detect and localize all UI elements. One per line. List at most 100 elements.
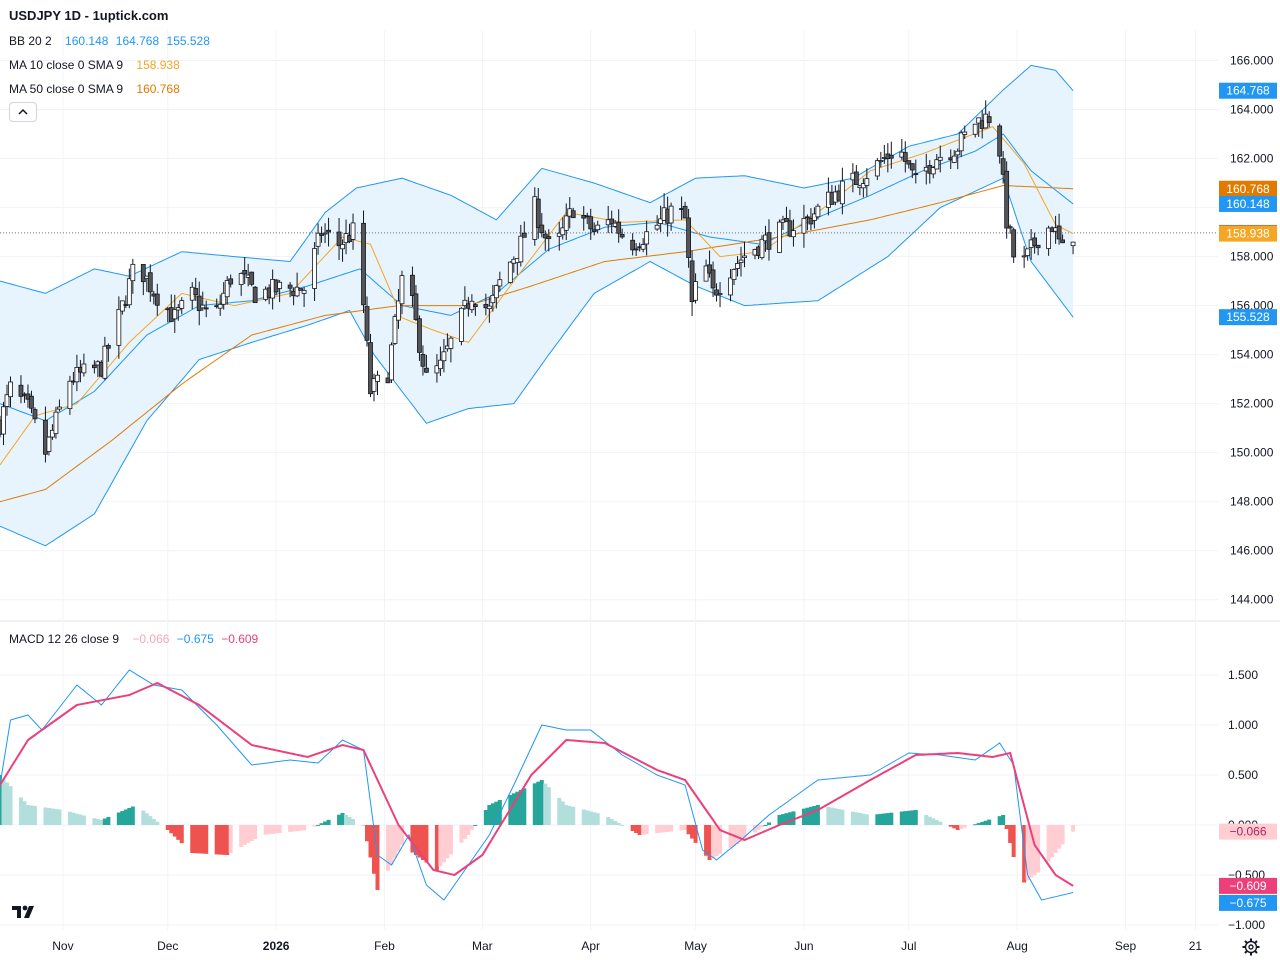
ma50-legend[interactable]: MA 50 close 0 SMA 9 160.768: [9, 82, 184, 96]
candle-body: [1046, 227, 1052, 249]
histogram-bar: [253, 825, 258, 839]
candle-body: [57, 406, 62, 410]
candle-body: [815, 205, 821, 218]
histogram-bar: [204, 825, 209, 854]
time-tick-label: Dec: [157, 939, 178, 953]
histogram-bar: [704, 825, 709, 856]
histogram-bar: [151, 818, 156, 825]
histogram-bar: [99, 820, 104, 825]
gear-icon[interactable]: [1242, 938, 1260, 956]
candle-body: [420, 354, 426, 367]
collapse-legend-button[interactable]: [9, 102, 37, 122]
candle-body: [588, 216, 594, 230]
candle-body: [864, 178, 870, 186]
tradingview-logo-icon[interactable]: [10, 898, 40, 924]
candle-body: [1004, 170, 1010, 229]
histogram-bar: [312, 825, 317, 827]
candle-body: [497, 279, 503, 287]
macd-tick-label: −1.000: [1228, 918, 1265, 932]
price-badge: 158.938: [1219, 225, 1277, 242]
histogram-bar: [679, 825, 684, 831]
histogram-bar: [361, 825, 366, 826]
histogram-bar: [92, 818, 97, 825]
price-tick-label: 166.000: [1230, 54, 1274, 68]
histogram-bar: [913, 810, 918, 825]
candle-body: [319, 233, 324, 236]
histogram-bar: [473, 825, 478, 826]
histogram-bar: [165, 825, 170, 830]
histogram-bar: [141, 810, 146, 825]
histogram-bar: [665, 825, 670, 832]
candle-body: [312, 248, 317, 289]
candle-body: [203, 307, 209, 310]
histogram-bar: [973, 824, 978, 826]
histogram-bar: [53, 809, 58, 825]
histogram-bar: [564, 805, 569, 825]
histogram-bar: [344, 815, 349, 825]
candle-body: [1035, 244, 1041, 249]
histogram-bar: [424, 825, 429, 863]
histogram-bar: [1046, 825, 1051, 862]
macd-tick-label: 1.000: [1228, 718, 1258, 732]
histogram-bar: [1011, 825, 1016, 857]
histogram-bar: [18, 797, 23, 825]
histogram-bar: [962, 825, 967, 828]
candle-body: [930, 167, 936, 175]
histogram-bar: [592, 812, 597, 825]
macd-histogram: [0, 775, 1076, 890]
candle-body: [640, 244, 646, 250]
candle-body: [389, 344, 394, 381]
histogram-bar: [120, 811, 125, 825]
histogram-bar: [365, 825, 370, 842]
candle-body: [997, 125, 1003, 157]
candle-body: [46, 436, 52, 452]
histogram-bar: [316, 824, 321, 826]
macd-legend[interactable]: MACD 12 26 close 9 −0.066 −0.675 −0.609: [9, 632, 262, 646]
histogram-bar: [396, 825, 401, 852]
histogram-bar: [81, 815, 86, 825]
histogram-bar: [707, 825, 712, 860]
candle-body: [81, 363, 87, 374]
histogram-bar: [459, 825, 464, 843]
histogram-bar: [263, 825, 268, 835]
histogram-bar: [522, 788, 527, 825]
candle-body: [962, 131, 968, 135]
price-badge-text: 158.938: [1226, 227, 1270, 241]
histogram-bar: [669, 825, 674, 832]
candle-body: [375, 374, 380, 382]
bb-legend[interactable]: BB 20 2 160.148 164.768 155.528: [9, 34, 214, 48]
histogram-bar: [78, 814, 83, 825]
histogram-bar: [462, 825, 467, 839]
price-badge-bg: [1219, 195, 1277, 212]
candle-body: [322, 232, 328, 235]
candle-body: [140, 264, 146, 283]
histogram-bar: [1004, 825, 1009, 829]
price-badge-text: 160.148: [1226, 197, 1270, 211]
candle-body: [179, 300, 185, 309]
candle-body: [200, 304, 206, 309]
candle-body: [336, 231, 342, 247]
bb-basis-value: 160.148: [65, 34, 109, 48]
candle-body: [486, 305, 492, 310]
candle-body: [986, 116, 992, 123]
price-tick-label: 156.000: [1230, 299, 1274, 313]
candle-body: [735, 263, 740, 269]
macd-line-value: −0.675: [176, 632, 214, 646]
histogram-bar: [221, 825, 226, 855]
price-tick-label: 158.000: [1230, 250, 1274, 264]
histogram-bar: [1029, 825, 1034, 878]
ma10-legend[interactable]: MA 10 close 0 SMA 9 158.938: [9, 58, 184, 72]
candle-body: [955, 150, 961, 156]
candle-body: [658, 218, 664, 224]
histogram-bar: [295, 825, 300, 832]
histogram-bar: [1025, 825, 1030, 880]
candle-body: [217, 303, 223, 309]
histogram-bar: [759, 825, 764, 828]
histogram-bar: [784, 813, 789, 825]
histogram-bar: [29, 805, 34, 825]
histogram-bar: [1050, 825, 1055, 858]
histogram-bar: [43, 807, 48, 825]
bb-upper-value: 164.768: [115, 34, 160, 48]
axes: 166.000164.000162.000160.000158.000156.0…: [52, 54, 1273, 953]
